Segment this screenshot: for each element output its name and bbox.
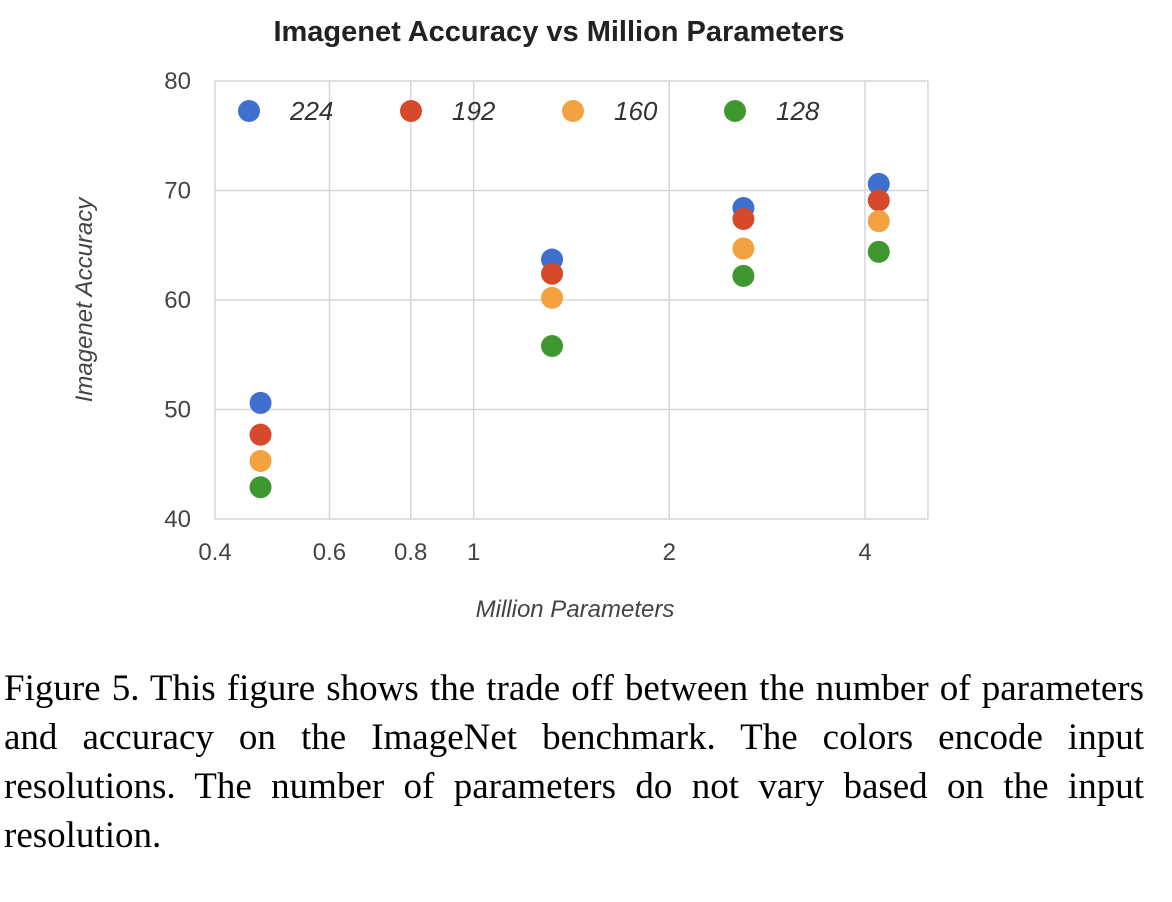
scatter-chart: Imagenet Accuracy vs Million Parameters … [71, 16, 929, 623]
x-tick-label: 0.6 [313, 539, 346, 566]
y-tick-label: 40 [164, 506, 191, 533]
legend-label-160: 160 [614, 96, 658, 126]
legend-label-192: 192 [452, 96, 496, 126]
legend-marker-224 [238, 100, 260, 122]
point-224-0 [249, 391, 272, 414]
legend-marker-192 [400, 100, 422, 122]
y-tick-label: 70 [164, 178, 191, 205]
point-160-3 [867, 210, 890, 233]
x-axis-label: Million Parameters [476, 596, 675, 623]
point-128-1 [541, 334, 564, 357]
point-192-0 [249, 423, 272, 446]
point-160-0 [249, 449, 272, 472]
legend-label-128: 128 [776, 96, 820, 126]
gridlines [214, 80, 929, 520]
legend: 224 192 160 128 [238, 96, 820, 126]
x-tick-label: 2 [663, 539, 676, 566]
point-192-2 [732, 207, 755, 230]
point-192-3 [867, 189, 890, 212]
point-128-2 [732, 264, 755, 287]
point-128-3 [867, 240, 890, 263]
legend-marker-128 [724, 100, 746, 122]
point-160-2 [732, 237, 755, 260]
y-axis-label: Imagenet Accuracy [71, 196, 98, 403]
x-tick-label: 0.8 [394, 539, 427, 566]
axis-ticks: 40 50 60 70 80 0.4 0.6 0.8 1 2 4 [164, 68, 871, 566]
point-224-3 [867, 172, 890, 195]
legend-marker-160 [562, 100, 584, 122]
chart-title: Imagenet Accuracy vs Million Parameters [273, 16, 844, 48]
x-tick-label: 1 [467, 539, 480, 566]
y-tick-label: 50 [164, 397, 191, 424]
y-tick-label: 60 [164, 287, 191, 314]
point-160-1 [541, 286, 564, 309]
y-tick-label: 80 [164, 68, 191, 95]
point-192-1 [541, 262, 564, 285]
point-128-0 [249, 476, 272, 499]
figure-caption: Figure 5. This figure shows the trade of… [4, 668, 1144, 856]
legend-label-224: 224 [289, 96, 333, 126]
data-points [249, 172, 890, 499]
x-tick-label: 4 [858, 539, 871, 566]
x-tick-label: 0.4 [198, 539, 231, 566]
